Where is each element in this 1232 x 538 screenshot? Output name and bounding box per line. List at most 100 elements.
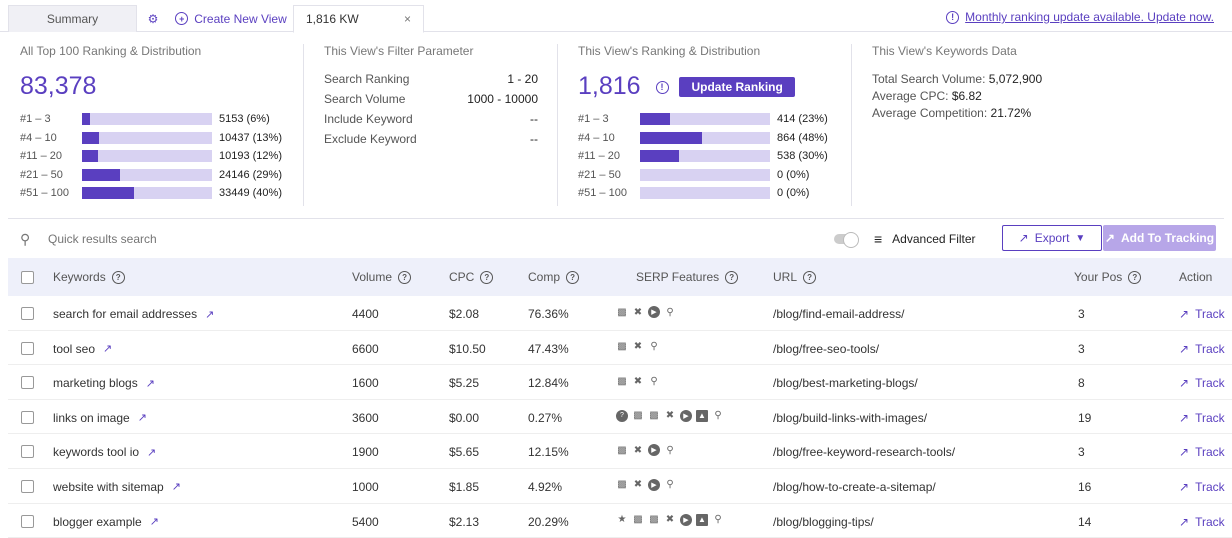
gear-icon[interactable]: ⚙ [147,11,159,26]
col-comp[interactable]: Comp? [528,270,580,284]
search-input[interactable] [48,229,348,249]
distribution-label: #11 – 20 [578,150,621,163]
trend-icon: ↗ [1179,376,1190,391]
toggle-switch[interactable] [834,232,859,248]
view-title: This View's Ranking & Distribution [578,44,761,58]
distribution-row: #51 – 100 33449 (40%) [20,184,282,203]
keyword-text: search for email addresses [53,307,198,321]
url-cell: /blog/free-keyword-research-tools/ [773,445,956,460]
advanced-filter-label: Advanced Filter [892,232,976,246]
related-icon: ▩ [617,444,627,456]
search-icon: ⚲ [650,375,658,387]
info-icon: ! [655,80,669,94]
col-keywords[interactable]: Keywords? [53,270,125,284]
distribution-row: #1 – 3 414 (23%) [578,110,828,129]
cpc-cell: $2.13 [449,514,480,529]
url-cell: /blog/build-links-with-images/ [773,410,928,425]
related-icon: ▩ [617,341,627,353]
volume-cell: 3600 [352,410,379,425]
view-section: This View's Ranking & Distribution 1,816… [578,44,828,203]
keywords-data-label: Total Search Volume: [872,72,986,86]
advanced-filter-button[interactable]: ≡ Advanced Filter [874,231,976,247]
col-your-pos[interactable]: Your Pos? [1074,270,1142,284]
external-link-icon[interactable]: ↗ [205,308,215,321]
select-all-checkbox[interactable] [21,271,34,284]
serp-features-cell: ▩ ✖ ⚲ [616,341,660,353]
row-checkbox[interactable] [21,479,34,493]
add-to-tracking-button[interactable]: ↗ Add To Tracking [1103,225,1216,251]
row-checkbox[interactable] [21,445,34,459]
comp-cell: 12.15% [528,445,569,460]
external-link-icon[interactable]: ↗ [137,412,147,425]
external-link-icon[interactable]: ↗ [171,481,181,494]
row-checkbox[interactable] [21,514,34,528]
external-link-icon[interactable]: ↗ [149,516,159,529]
col-cpc[interactable]: CPC? [449,270,494,284]
search-icon: ⚲ [666,479,674,491]
track-button[interactable]: ↗ Track [1179,307,1225,321]
distribution-bar [640,131,770,144]
url-cell: /blog/free-seo-tools/ [773,341,880,356]
table-row: website with sitemap ↗ 1000 $1.85 4.92% ▩ ✖ ▶ ⚲ /… [8,469,1232,504]
trend-icon: ↗ [1179,341,1190,356]
filter-title: This View's Filter Parameter [324,44,474,58]
external-link-icon[interactable]: ↗ [103,343,113,356]
filter-value: -- [530,132,538,146]
track-button[interactable]: ↗ Track [1179,445,1225,459]
tab-active-view[interactable]: 1,816 KW × [293,5,424,33]
col-volume[interactable]: Volume? [352,270,412,284]
distribution-label: #21 – 50 [578,168,621,181]
keywords-data-row: Total Search Volume: 5,072,900 [872,72,1042,89]
distribution-row: #11 – 20 538 (30%) [578,147,828,166]
distribution-value: 24146 (29%) [219,168,282,181]
volume-cell: 6600 [352,341,379,356]
close-icon[interactable]: × [403,12,411,26]
video-icon: ▶ [648,444,660,457]
search-icon: ⚲ [650,341,658,353]
filter-row: Search Volume 1000 - 10000 [324,92,538,112]
filter-value: 1 - 20 [507,72,538,86]
row-checkbox[interactable] [21,307,34,320]
comp-cell: 76.36% [528,307,569,321]
distribution-value: 0 (0%) [777,168,810,181]
keyword-cell: blogger example ↗ [53,515,159,529]
track-button[interactable]: ↗ Track [1179,342,1225,356]
help-icon: ? [480,270,494,284]
comp-cell: 4.92% [528,479,563,494]
filter-row: Include Keyword -- [324,112,538,132]
pos-cell: 3 [1078,341,1085,356]
filter-label: Search Ranking [324,72,410,86]
volume-cell: 1900 [352,445,379,460]
external-link-icon[interactable]: ↗ [145,377,155,390]
view-distribution: #1 – 3 414 (23%) #4 – 10 864 (48%) #11 – 20 5… [578,110,828,203]
plus-circle-icon: + [175,12,189,25]
export-icon: ↗ [1018,231,1029,245]
filter-label: Include Keyword [324,112,413,126]
row-checkbox[interactable] [21,376,34,390]
row-checkbox[interactable] [21,341,34,355]
track-button[interactable]: ↗ Track [1179,480,1225,494]
trend-icon: ↗ [1179,479,1190,494]
create-new-view-button[interactable]: + Create New View [172,5,290,32]
related-icon: ▩ [633,410,643,422]
cpc-cell: $5.25 [449,376,480,391]
comp-cell: 20.29% [528,514,569,529]
filter-rows: Search Ranking 1 - 20 Search Volume 1000 - … [324,72,538,152]
serp-features-cell: ? ▩ ▩ ✖ ▶ ▲ ⚲ [616,409,724,422]
col-url: URL? [773,270,817,284]
row-checkbox[interactable] [21,410,34,424]
update-notice[interactable]: ! Monthly ranking update available. Upda… [946,10,1214,24]
distribution-row: #21 – 50 0 (0%) [578,166,828,185]
tab-summary[interactable]: Summary [8,5,137,32]
update-notice-link[interactable]: Monthly ranking update available. Update… [965,10,1214,24]
related-icon: ▩ [649,410,659,422]
serp-features-cell: ▩ ✖ ▶ ⚲ [616,444,676,457]
track-button[interactable]: ↗ Track [1179,411,1225,425]
create-new-view-label: Create New View [194,11,287,26]
track-button[interactable]: ↗ Track [1179,515,1225,529]
external-link-icon[interactable]: ↗ [147,446,157,459]
cpc-cell: $2.08 [449,307,480,321]
update-ranking-button[interactable]: Update Ranking [679,77,795,98]
track-button[interactable]: ↗ Track [1179,376,1225,390]
export-button[interactable]: ↗ Export ▼ [1002,225,1102,251]
